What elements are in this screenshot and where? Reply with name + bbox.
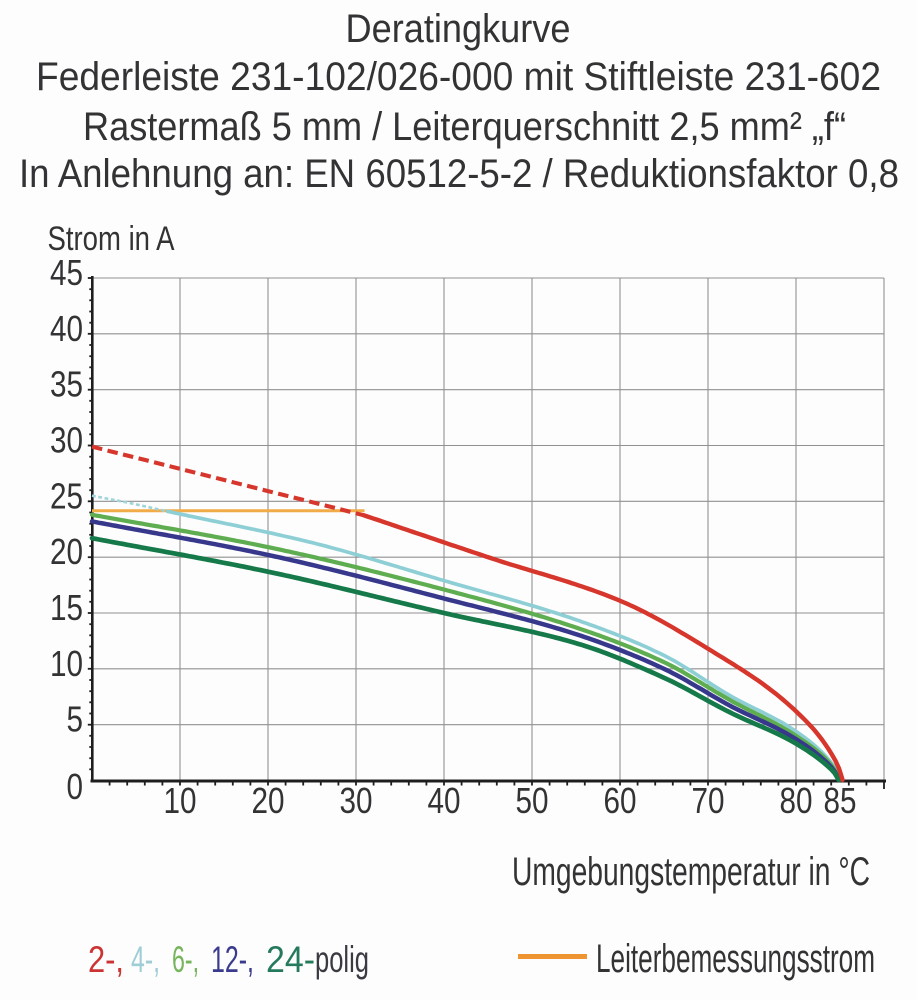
svg-text:Umgebungstemperatur in °C: Umgebungstemperatur in °C <box>512 850 870 894</box>
svg-text:6-,: 6-, <box>172 939 199 980</box>
svg-text:30: 30 <box>340 780 373 821</box>
svg-text:20: 20 <box>50 531 83 572</box>
svg-text:Strom in A: Strom in A <box>48 220 175 258</box>
svg-text:40: 40 <box>50 308 83 349</box>
svg-text:80: 80 <box>780 780 813 821</box>
svg-text:35: 35 <box>50 364 83 405</box>
svg-text:Leiterbemessungsstrom: Leiterbemessungsstrom <box>596 937 875 981</box>
svg-text:Federleiste 231-102/026-000 mi: Federleiste 231-102/026-000 mit Stiftlei… <box>36 55 881 99</box>
svg-text:70: 70 <box>692 780 725 821</box>
svg-text:10: 10 <box>164 780 197 821</box>
svg-text:15: 15 <box>50 587 83 628</box>
svg-text:polig: polig <box>315 939 369 980</box>
svg-text:30: 30 <box>50 420 83 461</box>
svg-text:40: 40 <box>428 780 461 821</box>
svg-text:20: 20 <box>252 780 285 821</box>
svg-text:Rastermaß 5 mm / Leiterquersch: Rastermaß 5 mm / Leiterquerschnitt 2,5 m… <box>83 105 846 149</box>
svg-text:5: 5 <box>67 699 84 740</box>
svg-text:10: 10 <box>50 643 83 684</box>
svg-text:45: 45 <box>50 252 83 293</box>
svg-text:0: 0 <box>67 766 84 807</box>
svg-text:12-,: 12-, <box>211 939 254 980</box>
svg-text:24-: 24- <box>266 939 315 980</box>
svg-text:60: 60 <box>604 780 637 821</box>
svg-text:In Anlehnung an: EN 60512-5-2: In Anlehnung an: EN 60512-5-2 / Reduktio… <box>19 152 899 196</box>
svg-text:85: 85 <box>824 780 857 821</box>
svg-text:2-,: 2-, <box>88 939 124 980</box>
svg-text:4-,: 4-, <box>131 939 160 980</box>
svg-text:25: 25 <box>50 475 83 516</box>
svg-text:Deratingkurve: Deratingkurve <box>346 7 571 51</box>
svg-text:50: 50 <box>516 780 549 821</box>
